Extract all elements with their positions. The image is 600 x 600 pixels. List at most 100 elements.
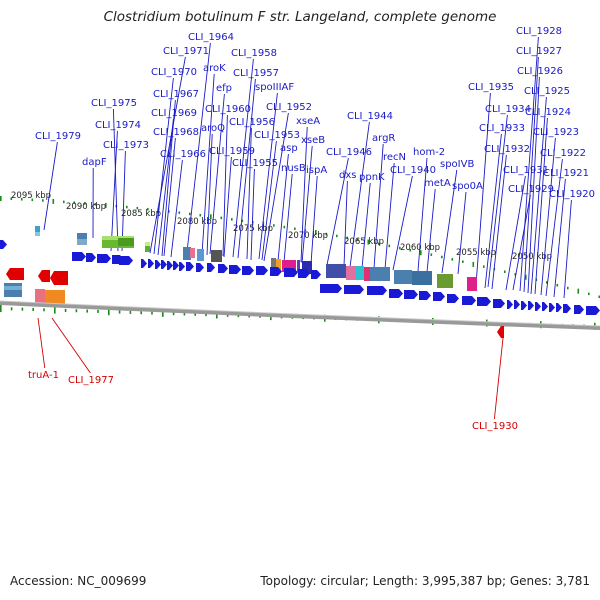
- forward-gene: [186, 262, 194, 271]
- label-connector: [237, 78, 256, 259]
- label-connector: [51, 317, 91, 374]
- forward-gene: [179, 262, 185, 271]
- label-connector: [563, 199, 572, 299]
- forward-gene: [72, 252, 86, 261]
- label-connector: [392, 175, 413, 271]
- gene-label: CLI_1927: [516, 46, 562, 57]
- forward-gene: [404, 290, 418, 299]
- label-connector: [310, 175, 318, 265]
- forward-gene: [167, 261, 173, 270]
- forward-gene: [148, 259, 154, 268]
- outer-tick: [189, 212, 191, 216]
- outer-tick: [462, 260, 464, 263]
- label-connector: [206, 133, 213, 256]
- label-connector: [484, 133, 502, 289]
- label-connector: [475, 92, 491, 286]
- gene-label: spoIIIAF: [255, 82, 294, 93]
- gene-label: CLI_1975: [91, 98, 137, 109]
- gene-label: CLI_1944: [347, 111, 393, 122]
- label-connector: [300, 126, 308, 263]
- outer-tick: [157, 208, 160, 214]
- forward-gene: [86, 253, 96, 262]
- label-connector: [201, 73, 215, 255]
- gene-label: CLI_1931: [503, 165, 549, 176]
- inner-tick: [183, 312, 186, 316]
- genome-summary-text: Topology: circular; Length: 3,995,387 bp…: [260, 574, 590, 588]
- forward-gene: [433, 292, 445, 301]
- inner-tick: [75, 309, 78, 313]
- label-connector: [37, 317, 46, 369]
- outer-tick: [514, 273, 517, 276]
- gene-label: CLI_1955: [232, 158, 278, 169]
- forward-gene: [521, 301, 527, 310]
- outer-tick: [420, 250, 422, 256]
- forward-gene: [389, 289, 403, 298]
- gene-label: spo0A: [452, 181, 483, 192]
- feature-box: [45, 290, 65, 306]
- forward-gene: [528, 301, 534, 310]
- forward-gene: [196, 263, 204, 272]
- forward-gene: [549, 303, 555, 312]
- gene-label: CLI_1956: [229, 117, 275, 128]
- outer-tick: [31, 198, 34, 202]
- forward-gene: [507, 300, 513, 309]
- kbp-tick-label: 2095 kbp: [11, 191, 51, 201]
- gene-label: CLI_1964: [188, 32, 234, 43]
- forward-gene: [218, 264, 228, 273]
- forward-gene: [586, 306, 600, 315]
- inner-tick: [162, 309, 164, 317]
- outer-tick: [441, 255, 443, 259]
- label-connector: [209, 93, 225, 255]
- inner-tick: [108, 308, 110, 316]
- feature-box: [346, 266, 356, 280]
- gene-label: xseA: [296, 116, 320, 127]
- forward-gene: [173, 261, 179, 270]
- outer-tick: [577, 288, 580, 294]
- feature-box: [302, 261, 312, 274]
- feature-box: [145, 242, 150, 252]
- outer-tick: [378, 242, 380, 246]
- label-connector: [441, 169, 458, 274]
- gene-label: CLI_1977: [68, 375, 114, 386]
- forward-gene: [311, 270, 321, 279]
- label-connector: [491, 154, 507, 290]
- outer-tick: [105, 202, 107, 208]
- kbp-tick-label: 2080 kbp: [177, 217, 217, 227]
- gene-label: CLI_1928: [516, 26, 562, 37]
- label-connector: [43, 141, 58, 231]
- inner-tick: [140, 311, 142, 315]
- gene-label: CLI_1922: [540, 148, 586, 159]
- inner-tick: [32, 307, 34, 311]
- gene-label: CLI_1958: [231, 48, 277, 59]
- kbp-tick-label: 2070 kbp: [288, 231, 328, 241]
- label-connector: [417, 157, 428, 272]
- outer-tick: [399, 246, 401, 250]
- forward-gene: [229, 265, 241, 274]
- kbp-tick-label: 2050 kbp: [512, 252, 552, 262]
- gene-label: CLI_1921: [543, 168, 589, 179]
- inner-tick: [205, 313, 207, 317]
- label-connector: [163, 137, 176, 257]
- label-connector: [232, 58, 254, 258]
- gene-label: aroQ: [201, 123, 225, 134]
- gene-label: CLI_1925: [524, 86, 570, 97]
- outer-tick: [367, 239, 370, 245]
- forward-gene: [493, 299, 505, 308]
- forward-gene: [0, 240, 7, 249]
- reverse-gene-labels: truA-1 CLI_1977 CLI_1930: [28, 370, 518, 432]
- gene-label: hom-2: [413, 147, 445, 158]
- outer-tick: [556, 283, 559, 287]
- inner-tick: [226, 313, 229, 317]
- gene-label: spoIVB: [440, 159, 474, 170]
- gene-label: CLI_1932: [484, 144, 530, 155]
- label-connector: [534, 117, 548, 295]
- forward-gene: [462, 296, 476, 305]
- forward-gene: [270, 267, 282, 276]
- forward-gene: [344, 285, 364, 294]
- outer-tick: [231, 218, 233, 221]
- gene-label: CLI_1933: [479, 123, 525, 134]
- gene-label: CLI_1967: [153, 89, 199, 100]
- label-connector: [493, 337, 504, 420]
- outer-tick: [304, 229, 307, 232]
- outer-tick: [504, 270, 506, 273]
